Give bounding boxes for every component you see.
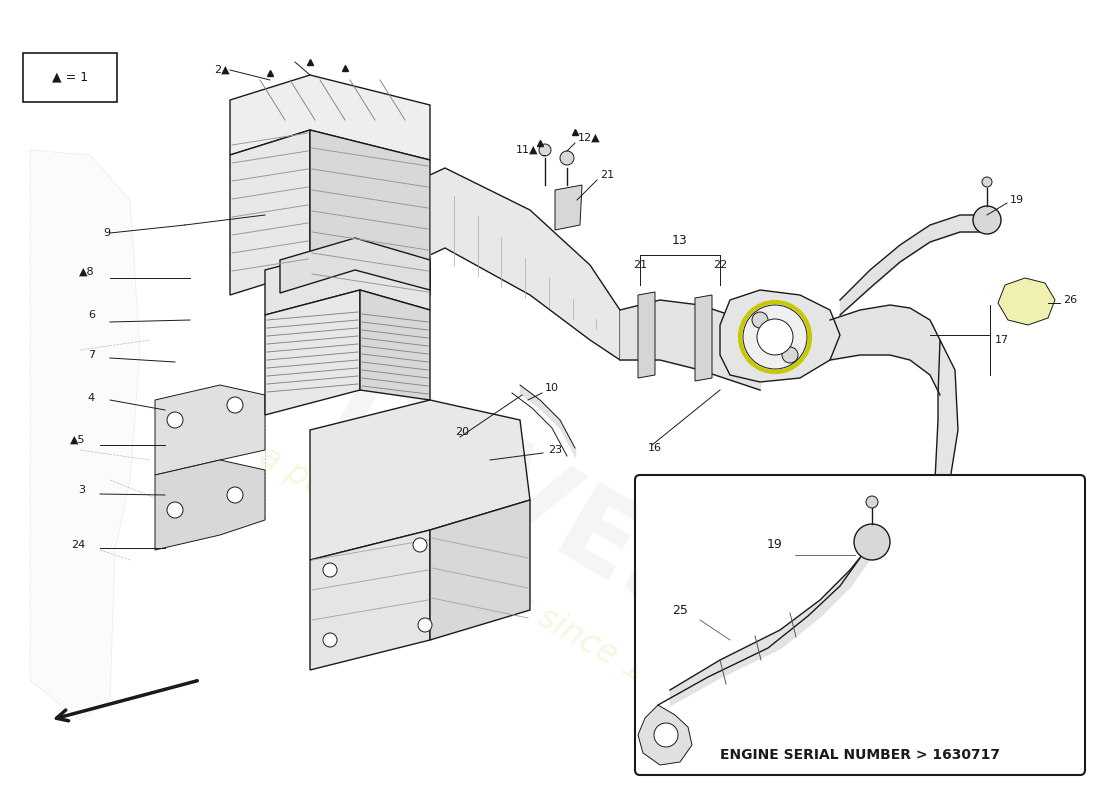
Polygon shape	[280, 238, 430, 293]
Circle shape	[412, 538, 427, 552]
Circle shape	[866, 496, 878, 508]
Circle shape	[782, 347, 797, 363]
Text: 2▲: 2▲	[214, 65, 230, 75]
FancyBboxPatch shape	[23, 53, 117, 102]
Polygon shape	[310, 530, 430, 670]
Polygon shape	[30, 150, 140, 720]
Text: ENGINE SERIAL NUMBER > 1630717: ENGINE SERIAL NUMBER > 1630717	[720, 748, 1000, 762]
Polygon shape	[310, 400, 530, 560]
Text: 21: 21	[600, 170, 614, 180]
Circle shape	[742, 305, 807, 369]
Circle shape	[752, 312, 768, 328]
Text: ▲ = 1: ▲ = 1	[52, 70, 88, 83]
Circle shape	[982, 177, 992, 187]
Circle shape	[227, 397, 243, 413]
Polygon shape	[638, 705, 692, 765]
Polygon shape	[265, 245, 430, 315]
Polygon shape	[430, 168, 620, 360]
Text: 20: 20	[455, 427, 469, 437]
Text: 26: 26	[1063, 295, 1077, 305]
Polygon shape	[638, 292, 654, 378]
Circle shape	[167, 412, 183, 428]
Text: 21: 21	[632, 260, 647, 270]
Text: 16: 16	[648, 443, 662, 453]
Text: 12▲: 12▲	[578, 133, 601, 143]
Text: ▲5: ▲5	[69, 435, 85, 445]
Circle shape	[854, 524, 890, 560]
Circle shape	[323, 633, 337, 647]
Text: 7: 7	[88, 350, 95, 360]
Text: 3: 3	[78, 485, 85, 495]
Text: ▲8: ▲8	[79, 267, 95, 277]
Text: 25: 25	[672, 603, 688, 617]
Text: 19: 19	[767, 538, 783, 551]
Text: 4: 4	[88, 393, 95, 403]
Polygon shape	[556, 185, 582, 230]
Circle shape	[757, 319, 793, 355]
FancyBboxPatch shape	[635, 475, 1085, 775]
Text: DAVES: DAVES	[315, 350, 726, 650]
Circle shape	[539, 144, 551, 156]
Text: 22: 22	[713, 260, 727, 270]
Polygon shape	[720, 290, 840, 382]
Circle shape	[227, 487, 243, 503]
Polygon shape	[310, 130, 430, 295]
Text: 13: 13	[672, 234, 688, 246]
Text: a passion for parts since 1985: a passion for parts since 1985	[253, 440, 706, 720]
Text: 19: 19	[1010, 195, 1024, 205]
Polygon shape	[230, 130, 310, 295]
Text: 11▲: 11▲	[516, 145, 538, 155]
Text: 24: 24	[70, 540, 85, 550]
Circle shape	[654, 723, 678, 747]
Circle shape	[167, 502, 183, 518]
Text: 9: 9	[103, 228, 110, 238]
Text: 6: 6	[88, 310, 95, 320]
Polygon shape	[265, 290, 360, 415]
Circle shape	[323, 563, 337, 577]
Polygon shape	[695, 295, 712, 381]
Polygon shape	[935, 340, 958, 490]
Polygon shape	[430, 500, 530, 640]
Polygon shape	[360, 290, 430, 400]
Text: 23: 23	[548, 445, 562, 455]
Polygon shape	[230, 75, 430, 160]
Text: 17: 17	[996, 335, 1009, 345]
Circle shape	[560, 151, 574, 165]
Circle shape	[974, 206, 1001, 234]
Polygon shape	[155, 385, 265, 475]
Polygon shape	[155, 460, 265, 550]
Circle shape	[418, 618, 432, 632]
Text: 10: 10	[544, 383, 559, 393]
Polygon shape	[998, 278, 1055, 325]
